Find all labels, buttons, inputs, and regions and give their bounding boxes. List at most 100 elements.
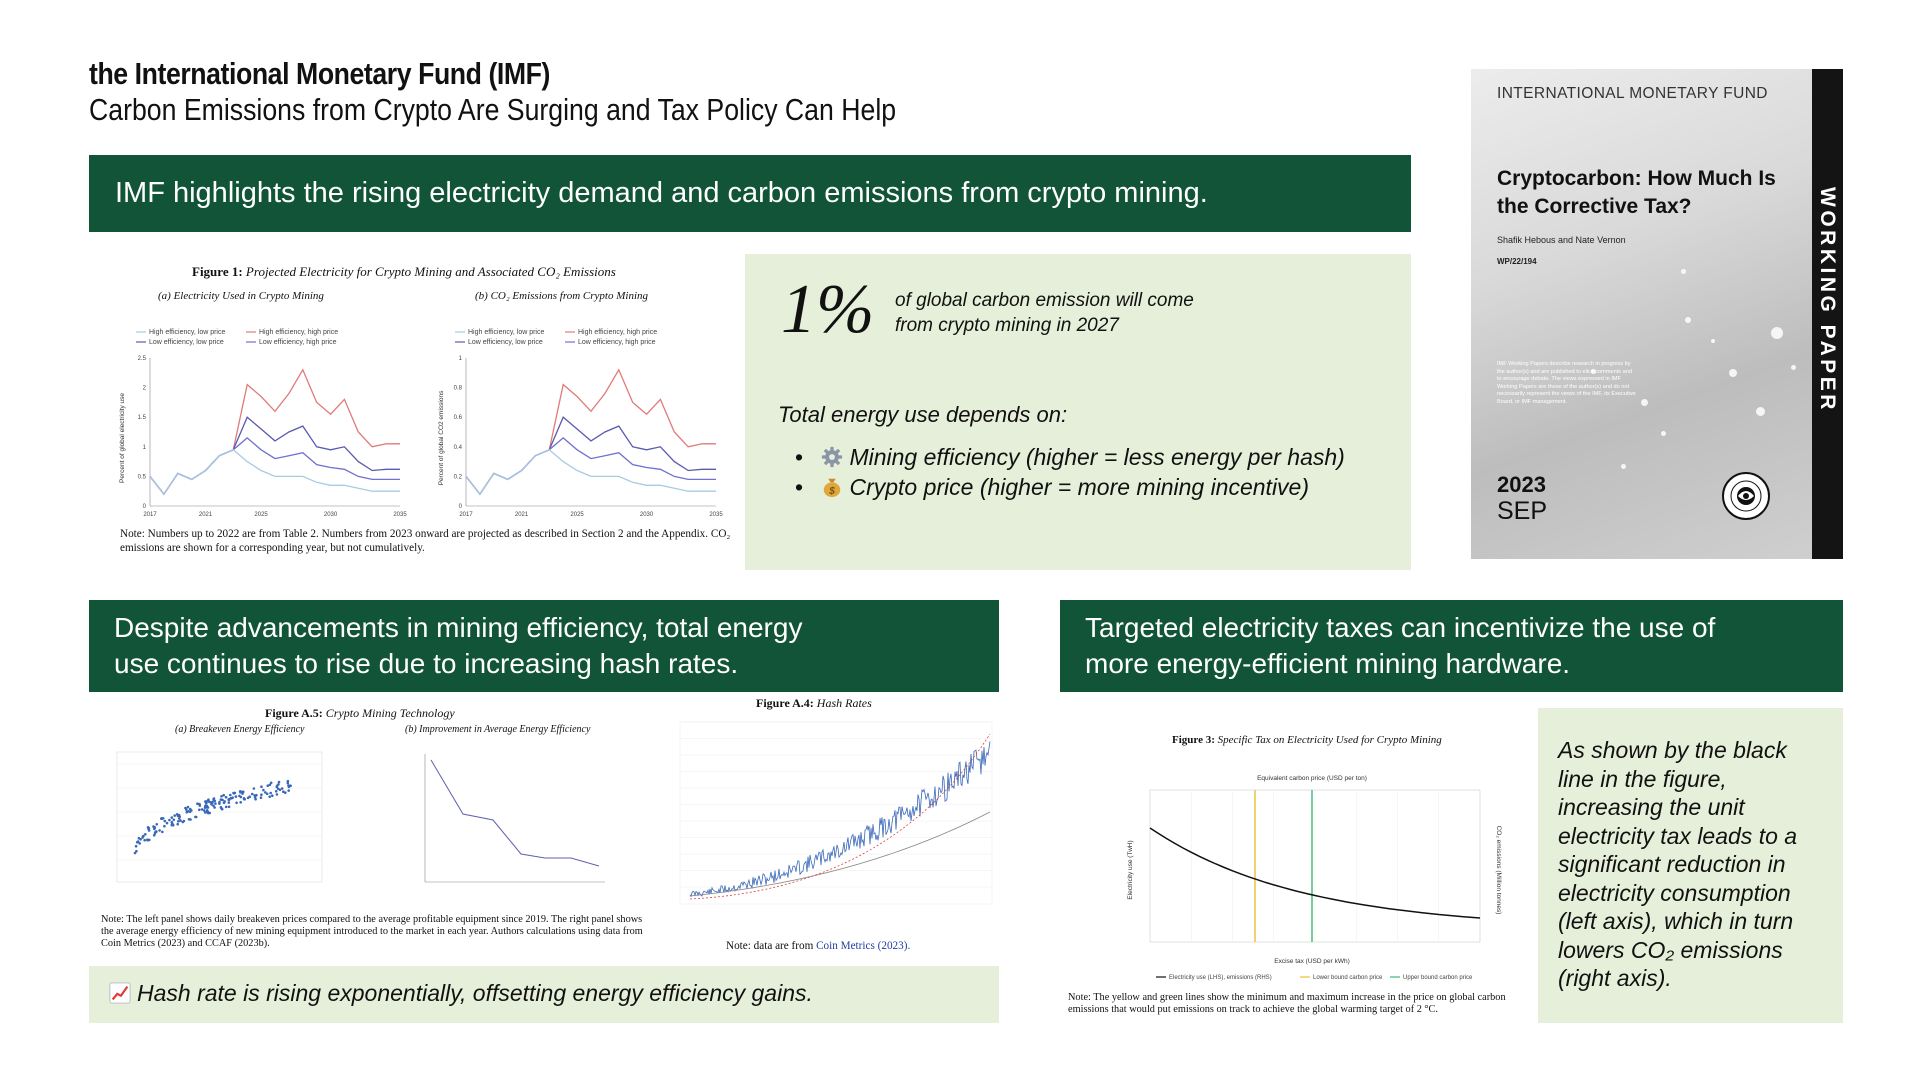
fig1-legend-a-label-2: High efficiency, high price — [259, 329, 338, 336]
banner-left: Despite advancements in mining efficienc… — [89, 600, 999, 692]
working-paper-cover[interactable]: INTERNATIONAL MONETARY FUND Cryptocarbon… — [1471, 69, 1843, 559]
cover-strip-text: WORKING PAPER — [1816, 187, 1839, 413]
figure-1-ylabel-a: Percent of global electricity use — [119, 393, 126, 483]
fig1-legend-b-label-0: High efficiency, low price — [468, 329, 544, 336]
a5-point-19 — [158, 829, 161, 832]
a5-point-42 — [168, 818, 171, 822]
a5-point-126 — [275, 793, 279, 796]
a5-point-94 — [214, 802, 217, 805]
cover-year: 2023 — [1497, 472, 1546, 497]
a5-point-49 — [227, 798, 231, 802]
depends-item-efficiency-text: Mining efficiency (higher = less energy … — [849, 444, 1345, 470]
fig1-b-series-0 — [465, 368, 716, 496]
banner-top-text: IMF highlights the rising electricity de… — [115, 177, 1208, 209]
fig1-b-y-tick-4: 0.8 — [454, 386, 463, 392]
a5-point-110 — [276, 787, 280, 791]
a5-point-38 — [282, 790, 285, 793]
stat-big-number: 1% — [781, 271, 875, 348]
a5-point-103 — [139, 838, 142, 841]
figure-a4-title: Figure A.4: Hash Rates — [756, 696, 872, 710]
a4-trend-linear — [689, 811, 991, 897]
a5-point-118 — [198, 804, 202, 807]
fig1-legend-b-label-3: Low efficiency, high price — [578, 339, 656, 346]
a5-point-176 — [229, 793, 232, 797]
figure-3-plot — [1149, 789, 1481, 943]
fig1-a-y-tick-1: 0.5 — [138, 474, 147, 480]
a5-point-100 — [165, 821, 169, 825]
figure-a5-panel-b-title: (b) Improvement in Average Energy Effici… — [405, 724, 591, 735]
a5-point-16 — [161, 830, 164, 834]
fig1-a-series-3 — [149, 449, 400, 496]
a5-point-151 — [173, 814, 176, 817]
gear-icon — [822, 446, 843, 468]
header-subtitle: Carbon Emissions from Crypto Are Surging… — [89, 92, 897, 127]
a5-point-131 — [227, 805, 231, 809]
fig1-a-x-tick-3: 2030 — [324, 512, 338, 518]
figure-a5: Figure A.5: Crypto Mining Technology (a)… — [95, 704, 660, 959]
cover-wp-number: WP/22/194 — [1497, 257, 1537, 266]
figure-a4-plot — [679, 721, 993, 905]
figure-1-panel-b-plot: 0 0.2 0.4 0.6 0.8 1 2017 2021 2025 2030 2035 — [454, 356, 724, 518]
fig1-a-x-tick-4: 2035 — [393, 512, 407, 518]
a5-point-157 — [211, 801, 214, 804]
fig1-legend-a-label-0: High efficiency, low price — [149, 329, 225, 336]
tax-callout-text: As shown by the black line in the figure… — [1558, 737, 1798, 991]
figure-1-panel-b-title: (b) CO₂ Emissions from Crypto Mining — [475, 290, 649, 302]
fig1-b-y-tick-0: 0 — [459, 504, 463, 510]
cover-title: Cryptocarbon: How Much Is the Corrective… — [1497, 167, 1776, 218]
a5-point-62 — [144, 833, 147, 836]
a5-point-59 — [268, 783, 272, 787]
a5-point-144 — [231, 796, 234, 799]
figure-3-legend: Electricity use (LHS), emissions (RHS) Lo… — [1156, 975, 1473, 981]
cover-authors: Shafik Hebous and Nate Vernon — [1497, 235, 1626, 245]
a5-point-170 — [269, 791, 272, 795]
a5-point-139 — [187, 810, 190, 813]
a5-point-78 — [204, 804, 207, 808]
a5-point-95 — [274, 790, 278, 793]
a5-point-166 — [202, 809, 206, 812]
chart-increasing-icon — [109, 982, 131, 1004]
figure-1-title: Figure 1: Projected Electricity for Cryp… — [192, 264, 616, 279]
a5-point-54 — [239, 801, 242, 804]
fig1-b-y-tick-3: 0.6 — [454, 415, 463, 421]
a5-point-11 — [284, 791, 287, 794]
figure-3-chart: Equivalent carbon price (USD per ton) Ex… — [1127, 775, 1502, 981]
fig1-b-x-tick-4: 2035 — [709, 512, 723, 518]
a5-point-35 — [252, 787, 256, 790]
a5-point-135 — [260, 793, 263, 796]
a5-point-88 — [220, 807, 224, 811]
fig1-a-x-tick-1: 2021 — [199, 512, 213, 518]
fig1-a-y-tick-4: 2 — [143, 386, 147, 392]
figure-3-y-left-label: Electricity use (TwH) — [1127, 840, 1134, 899]
fig1-a-x-tick-0: 2017 — [143, 512, 157, 518]
a5-point-143 — [218, 802, 221, 805]
banner-left-line-1: Despite advancements in mining efficienc… — [114, 612, 803, 643]
a5-point-13 — [286, 779, 290, 783]
a5-point-14 — [200, 808, 204, 811]
fig1-b-series-2 — [465, 437, 716, 496]
a5-point-169 — [268, 795, 271, 798]
a5-point-179 — [153, 825, 156, 829]
a5-point-158 — [172, 818, 176, 822]
f3-electricity-line — [1149, 827, 1481, 919]
depends-title: Total energy use depends on: — [778, 402, 1068, 427]
a5-point-159 — [224, 795, 228, 799]
a5-point-165 — [147, 829, 151, 832]
a5-point-99 — [242, 790, 245, 794]
a5-point-69 — [135, 849, 138, 853]
a5-point-123 — [188, 807, 192, 811]
a5-point-113 — [198, 808, 201, 812]
fig1-a-y-tick-2: 1 — [143, 445, 147, 451]
fig1-legend-a-label-1: Low efficiency, low price — [149, 339, 224, 346]
figure-1-panel-a-title: (a) Electricity Used in Crypto Mining — [158, 290, 324, 302]
coin-metrics-link[interactable]: Coin Metrics (2023). — [816, 940, 911, 952]
a5-point-177 — [242, 797, 246, 801]
a5-point-37 — [271, 794, 274, 797]
a5-point-97 — [208, 811, 211, 815]
banner-right: Targeted electricity taxes can incentivi… — [1060, 600, 1843, 692]
a5-point-40 — [222, 793, 225, 797]
a5-point-108 — [266, 784, 270, 787]
figure-3-title: Figure 3: Specific Tax on Electricity Us… — [1172, 734, 1442, 746]
a4-series — [689, 741, 991, 898]
a5-point-74 — [146, 838, 149, 842]
